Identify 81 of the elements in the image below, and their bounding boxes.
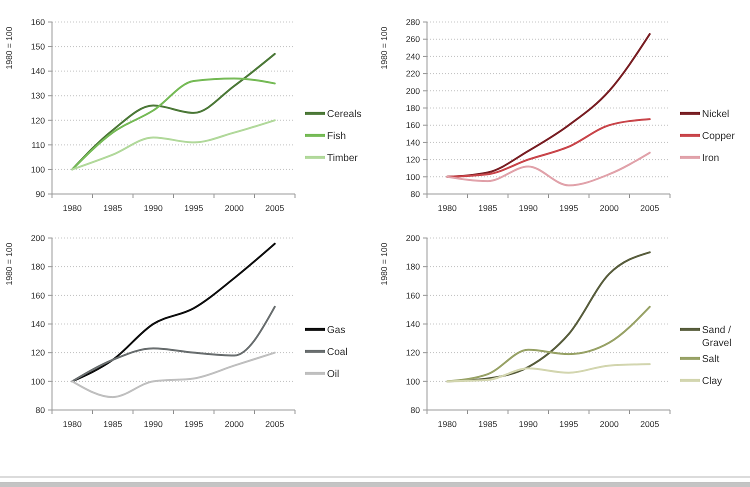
x-tick-label: 2005 bbox=[640, 419, 660, 429]
legend-label: Copper bbox=[702, 130, 736, 142]
x-tick-label: 1985 bbox=[478, 419, 498, 429]
x-tick-label: 2000 bbox=[224, 203, 244, 213]
x-tick-label: 2000 bbox=[600, 419, 619, 429]
x-tick-label: 2000 bbox=[600, 203, 619, 213]
y-axis-title: 1980 = 100 bbox=[4, 26, 14, 70]
x-tick-label: 1990 bbox=[518, 203, 538, 213]
y-axis-title: 1980 = 100 bbox=[379, 26, 389, 70]
x-tick-label: 2000 bbox=[224, 419, 244, 429]
y-tick-label: 260 bbox=[406, 34, 420, 44]
legend-label: Gas bbox=[327, 324, 346, 336]
x-tick-label: 1985 bbox=[103, 203, 122, 213]
y-tick-label: 240 bbox=[406, 51, 420, 62]
line-series bbox=[71, 119, 276, 170]
y-tick-label: 160 bbox=[30, 290, 46, 300]
legend-label: Oil bbox=[327, 368, 340, 380]
y-tick-label: 100 bbox=[406, 172, 420, 182]
y-tick-label: 80 bbox=[36, 405, 46, 415]
line-series bbox=[446, 152, 651, 186]
legend-label: Salt bbox=[702, 354, 720, 365]
x-tick-label: 1980 bbox=[438, 203, 457, 213]
line-series bbox=[446, 118, 651, 178]
y-tick-label: 180 bbox=[30, 262, 46, 272]
y-tick-label: 140 bbox=[30, 66, 46, 76]
y-axis-title: 1980 = 100 bbox=[379, 242, 389, 286]
legend-label: Timber bbox=[327, 152, 358, 164]
y-tick-label: 120 bbox=[406, 348, 420, 358]
x-tick-label: 1995 bbox=[184, 203, 204, 213]
legend-label: Clay bbox=[702, 376, 722, 387]
x-tick-label: 1990 bbox=[144, 419, 163, 429]
line-series bbox=[446, 33, 651, 178]
line-series bbox=[446, 363, 651, 382]
y-tick-label: 80 bbox=[410, 405, 420, 415]
y-tick-label: 100 bbox=[406, 376, 420, 386]
line-series bbox=[71, 78, 276, 170]
x-tick-label: 1990 bbox=[518, 419, 538, 429]
x-tick-label: 1995 bbox=[559, 419, 578, 429]
line-series bbox=[446, 306, 651, 382]
y-tick-label: 100 bbox=[30, 376, 46, 386]
y-tick-label: 180 bbox=[406, 262, 420, 272]
legend-label: Fish bbox=[327, 130, 346, 142]
legend-label: Nickel bbox=[702, 108, 730, 120]
y-tick-label: 220 bbox=[406, 68, 420, 79]
line-series bbox=[71, 306, 276, 382]
y-tick-label: 140 bbox=[406, 137, 420, 148]
y-tick-label: 100 bbox=[30, 164, 46, 174]
legend-label: Cereals bbox=[327, 108, 362, 120]
y-tick-label: 200 bbox=[406, 86, 420, 96]
x-tick-label: 1985 bbox=[478, 203, 498, 213]
x-tick-label: 2005 bbox=[265, 203, 284, 213]
y-tick-label: 200 bbox=[30, 233, 46, 243]
y-tick-label: 120 bbox=[406, 154, 420, 165]
y-tick-label: 140 bbox=[406, 319, 420, 329]
x-tick-label: 1990 bbox=[144, 203, 163, 213]
y-tick-label: 160 bbox=[30, 17, 46, 27]
legend-label: Sand / Gravel bbox=[702, 324, 732, 349]
y-tick-label: 110 bbox=[31, 140, 46, 150]
legend-label: Coal bbox=[327, 346, 348, 358]
y-tick-label: 140 bbox=[30, 319, 46, 329]
y-tick-label: 150 bbox=[30, 42, 46, 52]
y-tick-label: 120 bbox=[30, 348, 46, 358]
x-tick-label: 1985 bbox=[103, 419, 122, 429]
y-axis-title: 1980 = 100 bbox=[4, 242, 14, 286]
x-tick-label: 1980 bbox=[62, 419, 82, 429]
y-tick-label: 130 bbox=[30, 90, 46, 101]
x-tick-label: 2005 bbox=[265, 419, 284, 429]
legend-label: Iron bbox=[702, 152, 720, 164]
y-tick-label: 160 bbox=[406, 290, 420, 300]
y-tick-label: 80 bbox=[410, 189, 420, 199]
y-tick-label: 160 bbox=[406, 120, 420, 130]
y-tick-label: 180 bbox=[406, 103, 420, 113]
x-tick-label: 1980 bbox=[438, 419, 457, 429]
x-tick-label: 2005 bbox=[640, 203, 660, 213]
y-tick-label: 280 bbox=[406, 17, 420, 27]
x-tick-label: 1995 bbox=[559, 203, 578, 213]
y-tick-label: 90 bbox=[36, 189, 46, 199]
x-tick-label: 1995 bbox=[184, 419, 204, 429]
y-tick-label: 120 bbox=[30, 115, 46, 126]
x-tick-label: 1980 bbox=[62, 203, 82, 213]
y-tick-label: 200 bbox=[406, 233, 420, 243]
